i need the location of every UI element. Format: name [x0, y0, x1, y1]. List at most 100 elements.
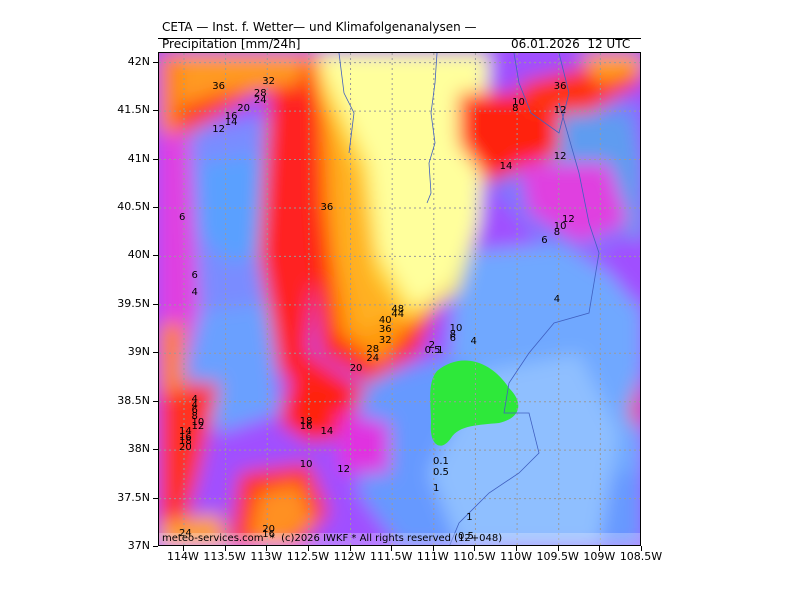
contour-label: 10: [299, 458, 313, 470]
contour-label: 44: [391, 308, 405, 320]
contour-label: 0.5: [457, 531, 474, 543]
contour-label: 14: [224, 116, 238, 128]
lat-tick-label: 40.5N: [117, 199, 150, 213]
contour-label: 0.1: [432, 455, 449, 467]
contour-label: 12: [553, 150, 567, 162]
contour-label: 18: [178, 436, 192, 448]
contour-label: 36: [378, 324, 392, 336]
contour-label: 24: [366, 353, 380, 365]
contour-label: 1: [466, 511, 473, 523]
lon-tick: [182, 546, 184, 551]
lat-tick-label: 37.5N: [117, 490, 150, 504]
header-title: CETA — Inst. f. Wetter— und Klimafolgena…: [162, 20, 477, 34]
lon-tick: [432, 546, 434, 551]
state-borders: [338, 53, 600, 545]
lat-tick: [153, 255, 158, 257]
contour-label: 0.5: [432, 467, 449, 479]
lat-tick-label: 39N: [127, 345, 150, 359]
lat-tick-label: 39.5N: [117, 296, 150, 310]
lon-tick-label: 108.5W: [619, 550, 663, 563]
contour-label: 12: [337, 463, 350, 475]
lat-tick: [153, 61, 158, 63]
lat-tick-label: 38N: [127, 442, 150, 456]
contour-label: 6: [541, 234, 548, 246]
contour-label: 24: [178, 528, 192, 540]
contour-label: 8: [553, 227, 561, 239]
contour-label: 1: [432, 482, 440, 494]
lon-tick: [307, 546, 309, 551]
contour-label: 28: [253, 87, 267, 99]
contour-label: 4: [191, 393, 198, 405]
lon-tick-label: 110.5W: [453, 550, 496, 563]
contour-label: 6: [178, 211, 186, 223]
lon-tick-label: 114W: [167, 550, 199, 563]
variable-label: Precipitation [mm/24h]: [162, 37, 301, 51]
lon-tick-label: 109.5W: [536, 550, 579, 563]
contour-label: 36: [553, 80, 567, 92]
header-underline: [158, 38, 641, 39]
lon-tick: [557, 546, 559, 551]
contour-label: 14: [499, 161, 513, 173]
contour-label: 32: [262, 76, 275, 88]
lon-tick-label: 113.5W: [203, 550, 246, 563]
contour-label: 2: [428, 340, 436, 352]
lat-tick: [153, 352, 158, 354]
contour-label: 48: [391, 303, 405, 315]
lon-tick: [349, 546, 351, 551]
valid-datetime: 06.01.2026 12 UTC: [511, 37, 631, 51]
contour-label: 16: [224, 110, 238, 122]
contour-label: 8: [449, 328, 456, 340]
lon-tick-label: 112W: [333, 550, 366, 563]
contour-label: 20: [349, 362, 363, 374]
contour-label: 24: [253, 95, 267, 107]
contour-label: 12: [191, 420, 205, 432]
contour-label: 4: [470, 335, 477, 347]
lon-tick: [516, 546, 518, 551]
contour-label: 20: [262, 523, 275, 535]
lat-tick-label: 38.5N: [117, 393, 150, 407]
contour-label: 40: [378, 315, 392, 327]
contour-label: 10: [191, 417, 205, 429]
lat-tick-label: 41N: [127, 151, 150, 165]
contour-label: 8: [191, 411, 198, 423]
lat-tick-label: 42N: [127, 54, 150, 68]
copyright-credit: meteo-services.com * (c)2026 IWKF * All …: [162, 533, 503, 544]
lat-tick: [153, 497, 158, 499]
lon-tick: [391, 546, 393, 551]
contour-label: 18: [299, 416, 313, 428]
contour-label: 36: [212, 80, 226, 92]
lat-tick-label: 37N: [127, 539, 150, 552]
lat-tick: [153, 158, 158, 160]
contour-label: 6: [191, 405, 198, 417]
contour-label: 6: [191, 269, 198, 281]
contour-label: 8: [512, 103, 519, 115]
contour-label: 10: [553, 221, 567, 233]
contour-label: 4: [191, 287, 198, 299]
contour-label: 16: [262, 529, 275, 541]
contour-label: 12: [562, 213, 575, 225]
contour-label: 20: [178, 442, 192, 454]
lat-tick: [153, 449, 158, 451]
contour-label: 12: [553, 105, 567, 117]
contour-label: 14: [178, 425, 192, 437]
lon-tick: [599, 546, 601, 551]
contour-label: 4: [191, 399, 198, 411]
contour-label: 10: [512, 97, 525, 109]
contour-label: 14: [320, 425, 334, 437]
contour-label: 36: [320, 201, 334, 213]
lat-tick-label: 40N: [127, 248, 150, 262]
lon-tick: [266, 546, 268, 551]
lat-tick: [153, 206, 158, 208]
lon-tick-label: 113W: [250, 550, 283, 563]
lat-tick: [153, 400, 158, 402]
contour-label: 28: [366, 344, 380, 356]
lat-tick: [153, 303, 158, 305]
lon-tick-label: 111.5W: [369, 550, 413, 563]
contour-label: 4: [553, 294, 561, 305]
lat-tick-label: 41.5N: [117, 103, 150, 117]
lat-tick: [153, 110, 158, 112]
contour-label: 32: [378, 334, 392, 346]
lat-lon-grid: [159, 53, 640, 545]
lat-tick: [153, 546, 158, 547]
precipitation-map: 36 32 28 24 20 16 14 12 36 6 6 4 48 44 40 36 32 28 24 20 10 8…: [158, 52, 641, 546]
